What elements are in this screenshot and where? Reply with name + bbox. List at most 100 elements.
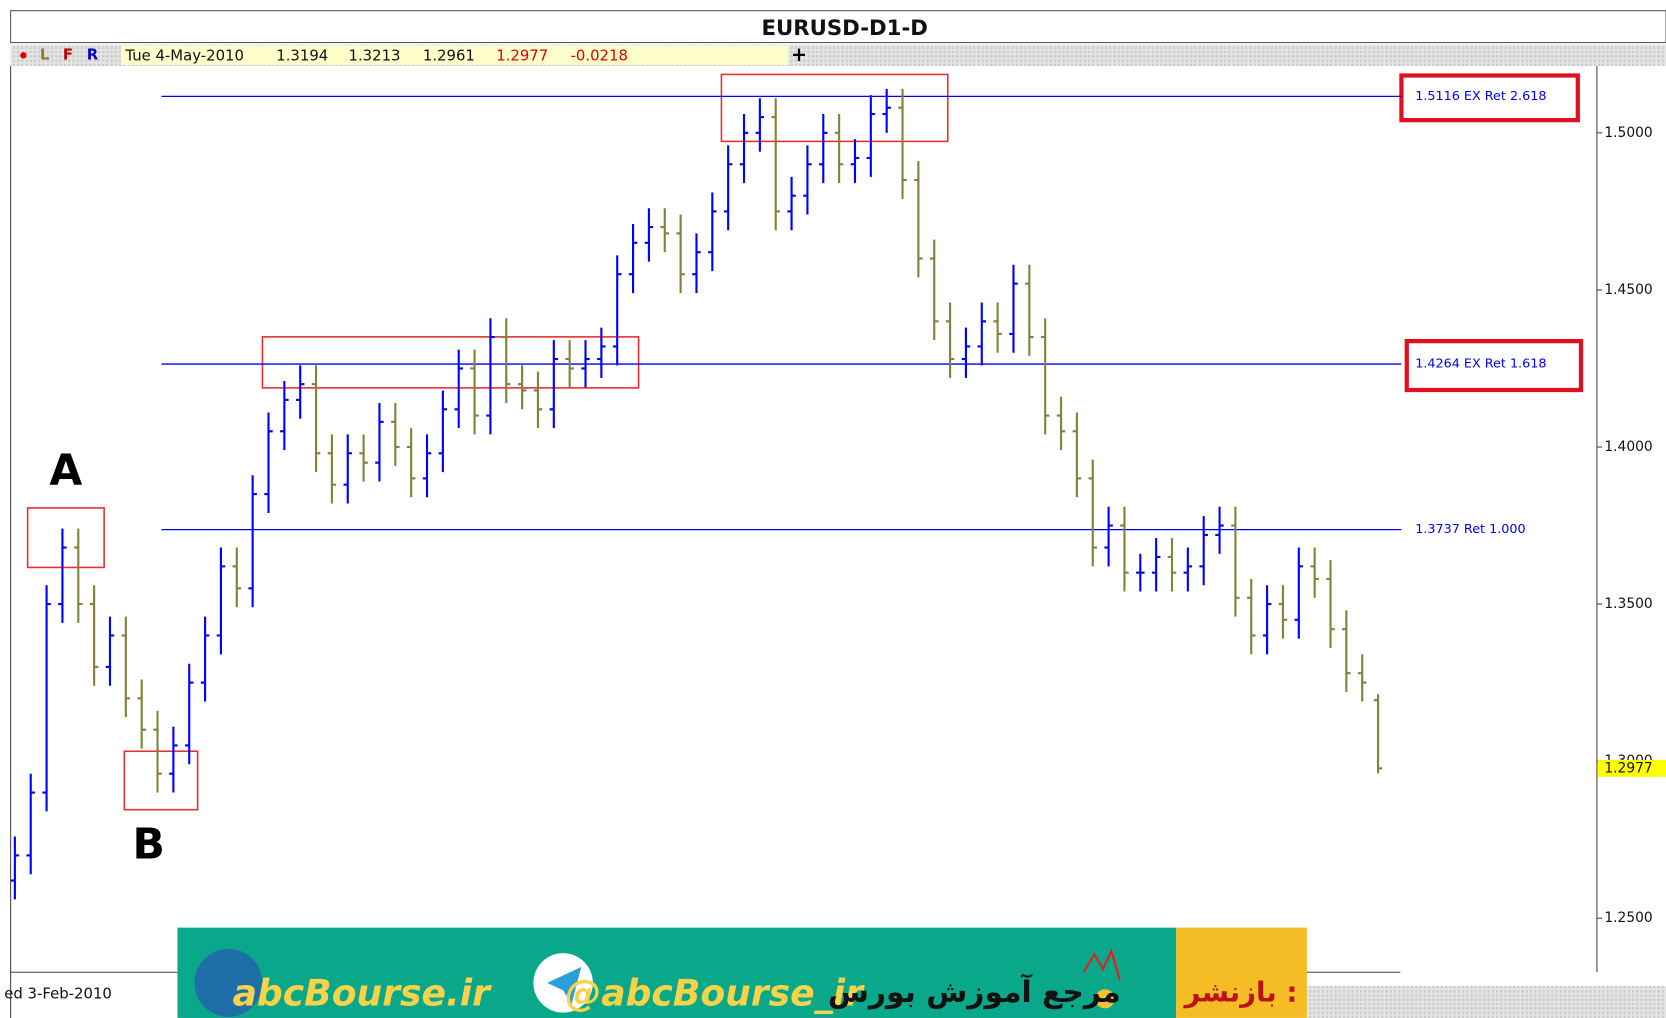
ohlc-bar	[1215, 506, 1224, 554]
globe-icon	[194, 948, 263, 1017]
ohlc-bar	[517, 365, 527, 410]
ohlc-bar	[422, 434, 432, 498]
ohlc-bar	[961, 327, 971, 378]
ohlc-bar	[169, 726, 178, 793]
ohlc-bar	[1199, 516, 1208, 586]
ohlc-bar	[581, 340, 590, 388]
annotation-b: B	[133, 820, 165, 869]
ohlc-bar	[1310, 547, 1319, 598]
banner-republish: بازنشر :	[1183, 976, 1298, 1009]
ohlc-bar	[1040, 318, 1050, 435]
y-tick-label: 1.2500	[1604, 910, 1652, 926]
toolbar-f[interactable]: F	[63, 45, 73, 63]
change-value: -0.0218	[571, 46, 628, 64]
last-price-tag	[1598, 759, 1666, 777]
ohlc-bar	[533, 371, 543, 429]
banner-site: abcBourse.ir	[233, 972, 493, 1015]
crosshair-icon[interactable]: +	[791, 43, 807, 66]
ohlc-bar	[137, 679, 146, 749]
level-label: 1.3737 Ret 1.000	[1415, 522, 1525, 537]
ohlc-bar	[977, 302, 987, 366]
ohlc-bar	[898, 88, 907, 199]
ohlc-bar	[1009, 264, 1018, 353]
banner-bg	[177, 927, 1177, 1018]
y-tick-label: 1.5000	[1604, 125, 1652, 141]
ohlc-bar	[74, 528, 83, 623]
ohlc-bar	[200, 616, 210, 702]
ohlc-bar	[438, 390, 448, 473]
ohlc-bar	[1278, 585, 1288, 639]
ohlc-bar	[1072, 412, 1082, 498]
info-box	[121, 45, 789, 65]
ohlc-bar	[1342, 610, 1351, 693]
ohlc-bar	[644, 208, 654, 262]
ohlc-bar	[628, 223, 638, 294]
ohlc-bar	[565, 340, 574, 388]
ohlc-bar	[248, 475, 257, 608]
ohlc-bar	[914, 161, 923, 278]
y-tick-label: 1.3500	[1604, 596, 1652, 612]
open-value: 1.3194	[276, 46, 328, 64]
ohlc-bar	[343, 434, 352, 504]
ohlc-bar	[264, 412, 273, 513]
ohlc-bar	[834, 114, 844, 184]
ohlc-bar	[1120, 506, 1129, 592]
highlight-box	[261, 336, 640, 389]
highlight-box	[123, 750, 199, 811]
ohlc-bar	[406, 428, 416, 498]
y-tick-label: 1.4500	[1604, 282, 1652, 298]
marks: 1.25001.30001.35001.40001.45001.50001.51…	[10, 88, 1666, 926]
ohlc-bar	[1326, 560, 1335, 649]
cursor-date: Tue 4-May-2010	[124, 46, 244, 64]
ohlc-bar	[89, 585, 99, 686]
ohlc-bar	[850, 139, 860, 184]
ohlc-bar	[359, 434, 368, 482]
ohlc-bar	[755, 98, 765, 152]
ohlc-bar	[470, 349, 479, 435]
ohlc-bar	[216, 547, 226, 655]
telegram-plane	[547, 966, 582, 1005]
ohlc-bar	[882, 88, 891, 133]
ohlc-bar	[391, 403, 400, 466]
ohlc-bar	[153, 710, 162, 793]
ohlc-bar	[692, 233, 701, 294]
highlight-box	[26, 507, 105, 569]
ohlc-bar	[819, 114, 828, 184]
highlight-box	[720, 73, 949, 143]
toolbar-r[interactable]: R	[87, 45, 99, 63]
ohlc-bar	[26, 773, 35, 875]
x-label: ed 3-Feb-2010	[4, 985, 112, 1003]
ohlc-bar	[1151, 538, 1161, 592]
ohlc-bar	[723, 145, 733, 231]
level-label: 1.4264 EX Ret 1.618	[1415, 357, 1546, 372]
ohlc-bar	[1136, 553, 1145, 592]
banner: abcBourse.ir @abcBourse_ir مرجع آموزش بو…	[177, 927, 1307, 1018]
y-tick-label: 1.4000	[1604, 439, 1652, 455]
chart-icon	[1082, 948, 1121, 980]
ohlc-bar	[375, 403, 384, 482]
level-label-box	[1404, 339, 1584, 393]
ohlc-bar	[597, 327, 606, 378]
banner-yellow	[1176, 927, 1307, 1018]
title-bar	[10, 10, 1666, 44]
ohlc-bar	[945, 302, 955, 378]
ohlc-bar	[105, 616, 115, 686]
toolbar-l[interactable]: L	[40, 45, 50, 63]
ohlc-bar	[1167, 538, 1177, 592]
ohlc-bar	[803, 145, 812, 215]
ohlc-bar	[311, 365, 321, 473]
ohlc-bar	[1357, 654, 1367, 702]
ohlc-bar	[1025, 264, 1034, 356]
ohlc-bar	[295, 365, 305, 419]
ohlc-bar	[1104, 506, 1113, 567]
level-label: 1.5116 EX Ret 2.618	[1415, 89, 1546, 104]
highlight-boxes	[26, 73, 949, 811]
ohlc-bar	[549, 340, 559, 429]
chart-title: EURUSD-D1-D	[761, 16, 927, 41]
ohlc-bar	[58, 528, 67, 623]
ohlc-bar	[708, 192, 717, 272]
ohlc-bar	[1231, 506, 1240, 617]
